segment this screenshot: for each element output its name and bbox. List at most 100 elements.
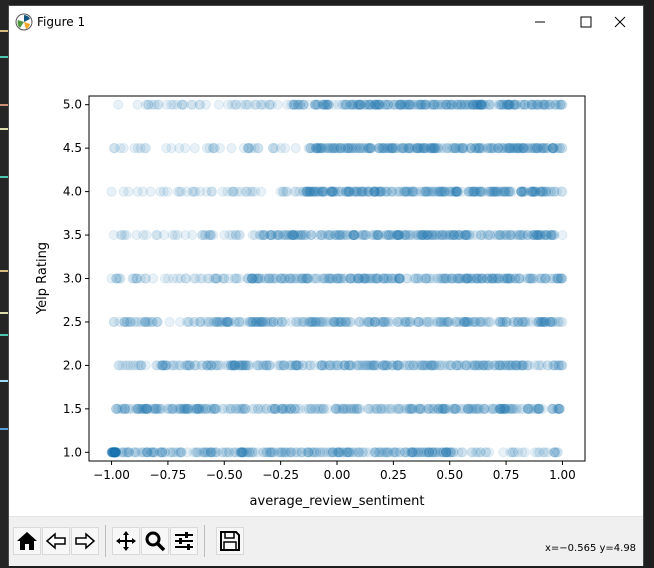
scatter-point: [387, 143, 398, 154]
scatter-point: [532, 143, 543, 154]
scatter-point: [335, 143, 346, 154]
scatter-point: [381, 186, 392, 197]
scatter-point: [313, 99, 324, 110]
navigation-toolbar: x=−0.565 y=4.98: [9, 516, 643, 566]
scatter-point: [252, 143, 263, 154]
scatter-point: [366, 99, 377, 110]
scatter-point: [438, 99, 449, 110]
title-bar[interactable]: Figure 1: [9, 6, 643, 38]
scatter-point: [264, 99, 275, 110]
scatter-point: [425, 99, 436, 110]
close-button[interactable]: [597, 6, 643, 38]
scatter-point: [537, 99, 548, 110]
scatter-point: [490, 186, 501, 197]
scatter-point: [185, 99, 197, 110]
scatter-point: [496, 99, 507, 110]
scatter-point: [544, 99, 556, 110]
scatter-point: [419, 143, 430, 154]
scatter-point: [223, 99, 234, 110]
scatter-point: [355, 99, 366, 110]
forward-button[interactable]: [71, 527, 99, 555]
minimize-button[interactable]: [517, 6, 563, 38]
home-button[interactable]: [13, 527, 41, 555]
scatter-point: [471, 99, 482, 110]
scatter-point: [397, 143, 408, 154]
scatter-point: [538, 143, 549, 154]
scatter-point: [371, 99, 382, 110]
scatter-point: [508, 143, 520, 154]
scatter-point: [325, 360, 337, 371]
scatter-point: [527, 186, 538, 197]
scatter-point: [457, 143, 468, 154]
scatter-point: [174, 186, 185, 197]
scatter-point: [498, 143, 509, 154]
scatter-point: [242, 143, 253, 154]
scatter-point: [418, 99, 430, 110]
scatter-point: [399, 143, 410, 154]
scatter-point: [333, 403, 344, 414]
scatter-point: [504, 186, 516, 197]
scatter-point: [344, 143, 355, 154]
scatter-point: [500, 186, 511, 197]
scatter-point: [501, 99, 512, 110]
scatter-point: [155, 186, 166, 197]
scatter-point: [414, 143, 425, 154]
scatter-point: [418, 143, 429, 154]
maximize-button[interactable]: [563, 6, 609, 38]
scatter-point: [309, 99, 321, 110]
scatter-point: [243, 273, 254, 284]
scatter-point: [557, 143, 568, 154]
scatter-point: [441, 99, 452, 110]
scatter-point: [466, 99, 477, 110]
scatter-point: [477, 143, 488, 154]
scatter-point: [505, 143, 516, 154]
pan-button[interactable]: [112, 527, 140, 555]
scatter-point: [504, 99, 515, 110]
scatter-point: [504, 186, 515, 197]
scatter-point: [534, 186, 546, 197]
scatter-point: [528, 143, 540, 154]
scatter-point: [415, 143, 427, 154]
scatter-point: [508, 99, 519, 110]
scatter-point: [338, 99, 349, 110]
scatter-point: [435, 186, 446, 197]
scatter-point: [343, 143, 354, 154]
scatter-point: [141, 143, 152, 154]
scatter-point: [428, 143, 439, 154]
configure-subplots-button[interactable]: [170, 527, 198, 555]
scatter-point: [333, 99, 344, 110]
scatter-point: [374, 186, 385, 197]
background-right-strip: [643, 0, 654, 568]
scatter-point: [394, 186, 405, 197]
scatter-point: [207, 143, 219, 154]
scatter-point: [533, 403, 544, 414]
scatter-point: [359, 186, 370, 197]
scatter-point: [511, 143, 523, 154]
scatter-point: [314, 143, 325, 154]
scatter-point: [392, 99, 403, 110]
scatter-point: [464, 99, 475, 110]
scatter-point: [486, 143, 497, 154]
scatter-point: [312, 273, 323, 284]
scatter-point: [363, 143, 374, 154]
scatter-point: [519, 143, 530, 154]
scatter-point: [504, 99, 515, 110]
zoom-button[interactable]: [141, 527, 169, 555]
scatter-point: [373, 143, 384, 154]
scatter-point: [123, 447, 134, 458]
scatter-point: [346, 143, 357, 154]
scatter-point: [240, 99, 251, 110]
scatter-point: [255, 99, 266, 110]
scatter-point: [340, 316, 351, 328]
scatter-point: [512, 143, 524, 154]
scatter-point: [194, 99, 205, 110]
save-button[interactable]: [216, 527, 244, 555]
scatter-point: [140, 99, 151, 110]
scatter-point: [465, 143, 476, 154]
scatter-chart[interactable]: −1.00 −0.75 −0.50 −0.25 0.00 0.25 0.50 0.75 1.00…: [9, 38, 643, 516]
scatter-point: [177, 403, 188, 414]
figure-canvas[interactable]: −1.00 −0.75 −0.50 −0.25 0.00 0.25 0.50 0.75 1.00…: [9, 38, 643, 516]
scatter-point: [241, 99, 252, 110]
scatter-point: [285, 273, 296, 284]
back-button[interactable]: [42, 527, 70, 555]
